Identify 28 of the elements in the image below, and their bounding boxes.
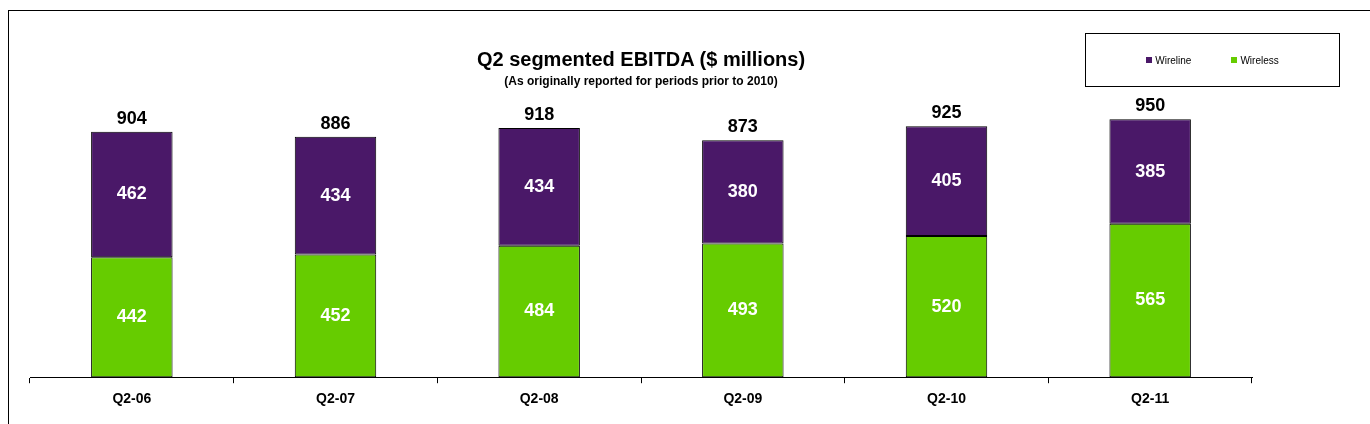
total-label: 904 bbox=[116, 107, 147, 128]
total-label: 918 bbox=[524, 104, 555, 124]
total-label: 873 bbox=[727, 116, 758, 137]
data-label: 434 bbox=[320, 184, 351, 205]
chart-title: Q2 segmented EBITDA ($ millions) bbox=[476, 47, 806, 70]
data-label: 484 bbox=[524, 300, 555, 321]
data-label: 520 bbox=[931, 295, 962, 316]
total-label: 950 bbox=[1135, 95, 1166, 116]
legend-label: Wireline bbox=[1155, 54, 1192, 66]
data-label: 565 bbox=[1135, 289, 1166, 310]
x-tick-label: Q2-11 bbox=[1131, 390, 1170, 407]
x-tick-label: Q2-08 bbox=[519, 390, 559, 407]
legend-label: Wireless bbox=[1240, 54, 1279, 66]
data-label: 385 bbox=[1135, 160, 1166, 181]
total-label: 886 bbox=[320, 112, 351, 133]
data-label: 405 bbox=[931, 170, 962, 191]
data-label: 452 bbox=[320, 304, 351, 325]
data-label: 493 bbox=[727, 299, 758, 320]
x-tick-label: Q2-07 bbox=[316, 390, 356, 407]
data-label: 380 bbox=[727, 180, 758, 201]
data-label: 442 bbox=[116, 306, 147, 327]
x-tick-label: Q2-09 bbox=[723, 390, 763, 407]
chart-subtitle: (As originally reported for periods prior to 2010) bbox=[504, 73, 778, 88]
data-label: 434 bbox=[524, 175, 555, 196]
data-label: 462 bbox=[116, 183, 147, 204]
x-tick-label: Q2-06 bbox=[112, 390, 152, 407]
total-label: 925 bbox=[931, 102, 962, 123]
x-tick-label: Q2-10 bbox=[927, 390, 967, 407]
